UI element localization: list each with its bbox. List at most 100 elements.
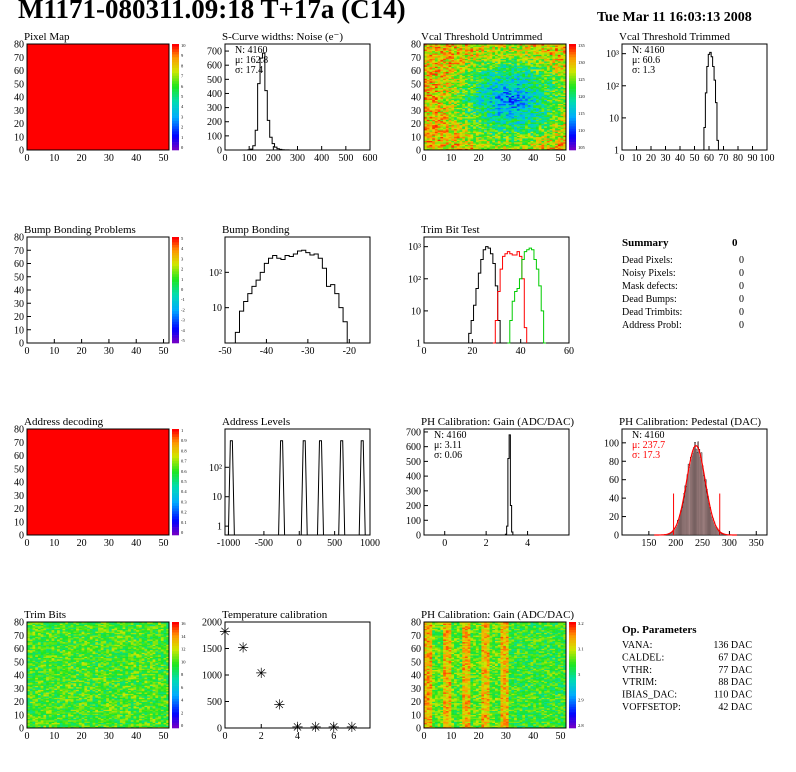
heatmap-cell <box>37 724 41 726</box>
heatmap-cell <box>546 49 550 51</box>
heatmap-cell <box>530 130 534 132</box>
heatmap-cell <box>475 62 479 65</box>
heatmap-cell <box>429 136 433 139</box>
heatmap-cell <box>519 136 523 139</box>
heatmap-cell <box>530 124 534 127</box>
heatmap-cell <box>443 104 447 107</box>
heatmap-cell <box>440 99 444 102</box>
heatmap-cell <box>478 99 482 102</box>
heatmap-cell <box>462 123 466 126</box>
heatmap-cell <box>503 115 507 118</box>
heatmap-cell <box>451 73 455 75</box>
heatmap-cell <box>560 107 564 110</box>
heatmap-cell <box>65 724 69 726</box>
heatmap-cell <box>514 78 518 81</box>
colorbar-step <box>172 479 179 483</box>
heatmap-cell <box>538 94 542 96</box>
heatmap-cell <box>484 89 488 91</box>
ph-gain-ytick-label: 0 <box>416 531 421 542</box>
heatmap-cell <box>437 127 441 130</box>
heatmap-cell <box>470 53 474 55</box>
heatmap-cell <box>527 116 531 119</box>
heatmap-cell <box>478 130 482 132</box>
heatmap-cell <box>500 131 504 134</box>
heatmap-cell <box>440 118 444 120</box>
heatmap-cell <box>492 59 496 62</box>
heatmap-cell <box>495 82 499 85</box>
heatmap-cell <box>434 51 438 54</box>
heatmap-cell <box>459 102 463 104</box>
heatmap-cell <box>503 74 507 77</box>
heatmap-cell <box>492 104 496 107</box>
heatmap-cell <box>454 93 458 95</box>
heatmap-cell <box>555 138 559 140</box>
heatmap-cell <box>535 49 539 51</box>
heatmap-cell <box>541 107 545 110</box>
heatmap-cell <box>555 136 559 139</box>
heatmap-cell <box>481 46 485 49</box>
heatmap-cell <box>445 46 449 49</box>
heatmap-cell <box>70 725 74 727</box>
heatmap-cell <box>443 116 447 119</box>
heatmap-cell <box>76 726 80 729</box>
heatmap-cell <box>475 45 479 47</box>
heatmap-cell <box>459 78 463 81</box>
heatmap-cell <box>514 136 518 139</box>
heatmap-cell <box>549 135 553 138</box>
heatmap-cell <box>516 99 520 102</box>
heatmap-cell <box>497 95 501 98</box>
heatmap-cell <box>525 111 529 114</box>
heatmap-cell <box>429 135 433 138</box>
heatmap-cell <box>478 126 482 128</box>
heatmap-cell <box>464 50 468 53</box>
heatmap-cell <box>557 93 561 95</box>
heatmap-cell <box>557 70 561 73</box>
heatmap-cell <box>117 726 121 729</box>
heatmap-cell <box>136 726 140 729</box>
heatmap-cell <box>557 130 561 132</box>
heatmap-cell <box>503 77 507 79</box>
heatmap-cell <box>440 135 444 138</box>
heatmap-cell <box>486 104 490 107</box>
heatmap-cell <box>516 112 520 115</box>
colorbar-step <box>172 81 179 85</box>
heatmap-cell <box>549 70 553 73</box>
heatmap-cell <box>445 110 449 112</box>
pixel-map-ytick-label: 50 <box>14 79 24 90</box>
heatmap-cell <box>456 123 460 126</box>
heatmap-cell <box>519 103 523 106</box>
heatmap-cell <box>489 82 493 85</box>
heatmap-cell <box>541 144 545 147</box>
heatmap-cell <box>467 73 471 75</box>
heatmap-cell <box>478 67 482 70</box>
heatmap-cell <box>432 134 436 136</box>
heatmap-cell <box>546 53 550 55</box>
heatmap-cell <box>467 44 471 46</box>
heatmap-cell <box>459 97 463 99</box>
heatmap-cell <box>451 114 455 116</box>
heatmap-cell <box>43 726 47 729</box>
heatmap-cell <box>552 116 556 119</box>
colorbar-step <box>569 147 576 151</box>
heatmap-cell <box>445 102 449 104</box>
heatmap-cell <box>434 61 438 63</box>
heatmap-cell <box>462 124 466 127</box>
heatmap-cell <box>475 111 479 114</box>
heatmap-cell <box>525 143 529 145</box>
heatmap-cell <box>470 108 474 111</box>
heatmap-cell <box>434 87 438 90</box>
heatmap-cell <box>429 73 433 75</box>
heatmap-cell <box>484 114 488 116</box>
heatmap-cell <box>459 118 463 120</box>
heatmap-cell <box>530 63 534 66</box>
heatmap-cell <box>76 724 80 726</box>
heatmap-cell <box>481 135 485 138</box>
colorbar-step <box>569 110 576 114</box>
heatmap-cell <box>454 97 458 99</box>
heatmap-cell <box>555 122 559 124</box>
heatmap-cell <box>437 142 441 144</box>
heatmap-cell <box>437 71 441 74</box>
heatmap-cell <box>503 58 507 61</box>
heatmap-cell <box>560 50 564 53</box>
